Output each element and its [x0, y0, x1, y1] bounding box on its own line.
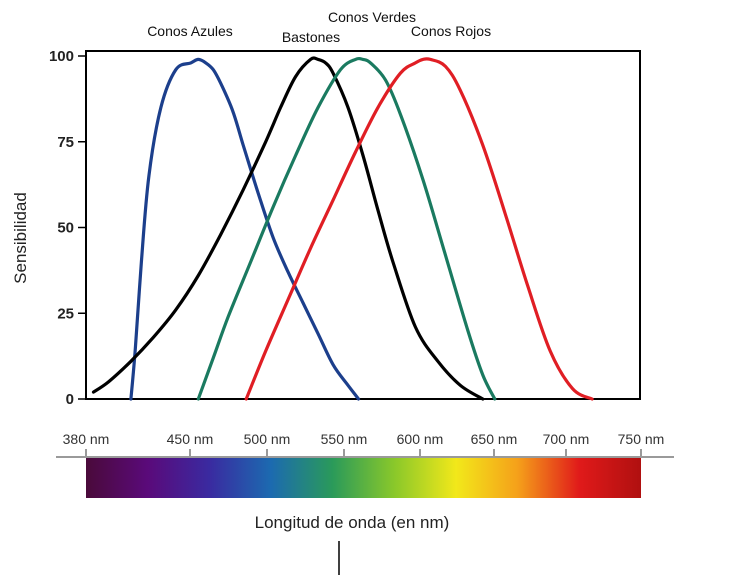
x-tick-label-600: 600 nm: [397, 431, 444, 447]
y-axis: 0 25 50 75 100: [49, 48, 86, 408]
x-tick-label-380: 380 nm: [63, 431, 110, 447]
series-layer: [91, 56, 594, 401]
series-label-bastones: Bastones: [282, 29, 340, 45]
series-line-conos-rojos: [244, 57, 594, 401]
y-tick-label-75: 75: [57, 134, 74, 151]
series-line-bastones: [91, 56, 485, 401]
x-axis-title: Longitud de onda (en nm): [255, 513, 450, 532]
y-tick-label-0: 0: [66, 391, 74, 408]
x-tick-label-500: 500 nm: [244, 431, 291, 447]
y-tick-label-50: 50: [57, 220, 74, 237]
x-tick-label-450: 450 nm: [167, 431, 214, 447]
y-tick-label-25: 25: [57, 305, 74, 322]
series-label-conos-verdes: Conos Verdes: [328, 9, 416, 25]
x-axis: 380 nm 450 nm 500 nm 550 nm 600 nm 650 nm 700 …: [63, 431, 665, 458]
series-line-conos-azules: [129, 57, 361, 401]
spectrum-bar: [86, 458, 641, 498]
series-label-conos-rojos: Conos Rojos: [411, 23, 491, 39]
x-tick-label-750: 750 nm: [618, 431, 665, 447]
y-axis-title: Sensibilidad: [11, 192, 30, 284]
series-line-conos-verdes: [196, 56, 497, 401]
series-label-conos-azules: Conos Azules: [147, 23, 233, 39]
y-tick-label-100: 100: [49, 48, 74, 65]
plot-area: [85, 50, 641, 400]
x-tick-label-700: 700 nm: [543, 431, 590, 447]
x-tick-label-550: 550 nm: [321, 431, 368, 447]
x-tick-label-650: 650 nm: [471, 431, 518, 447]
